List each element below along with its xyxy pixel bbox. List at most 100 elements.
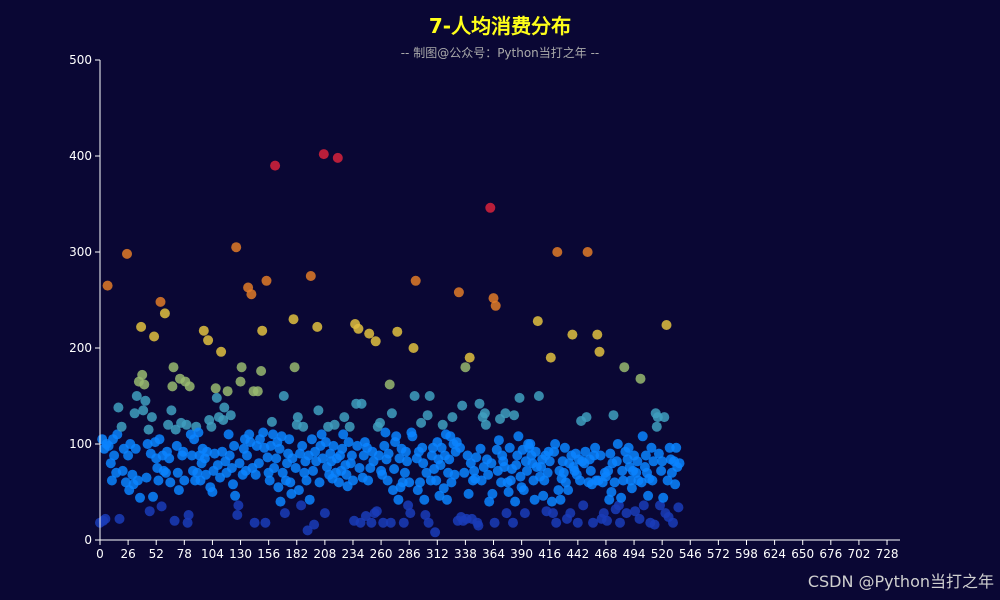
scatter-point <box>139 379 150 390</box>
scatter-point <box>603 465 614 476</box>
scatter-point <box>270 160 281 171</box>
scatter-point <box>304 494 315 505</box>
scatter-point <box>403 500 414 511</box>
scatter-point <box>211 392 222 403</box>
scatter-point <box>212 460 223 471</box>
scatter-point <box>358 450 369 461</box>
scatter-point <box>167 381 178 392</box>
scatter-point <box>295 448 305 459</box>
scatter-point <box>344 421 355 432</box>
scatter-point <box>129 408 140 419</box>
scatter-point <box>447 412 458 423</box>
scatter-point <box>182 517 193 528</box>
scatter-point <box>648 456 659 467</box>
x-tick-label: 312 <box>426 547 449 561</box>
scatter-point <box>572 517 583 528</box>
scatter-point <box>417 442 428 453</box>
scatter-point <box>222 386 233 397</box>
x-tick-label: 78 <box>177 547 192 561</box>
x-tick-label: 468 <box>594 547 617 561</box>
x-tick-label: 130 <box>229 547 252 561</box>
scatter-point <box>590 442 601 453</box>
scatter-point <box>386 408 397 419</box>
scatter-point <box>469 465 480 476</box>
x-tick-label: 390 <box>510 547 533 561</box>
scatter-point <box>364 328 375 339</box>
scatter-point <box>102 280 113 291</box>
scatter-point <box>487 488 498 499</box>
scatter-point <box>602 515 612 526</box>
scatter-point <box>141 472 152 483</box>
scatter-point <box>501 508 512 519</box>
scatter-point <box>575 475 585 486</box>
scatter-point <box>445 431 456 442</box>
scatter-point <box>640 450 651 461</box>
scatter-point <box>156 501 167 512</box>
scatter-point <box>515 471 526 482</box>
scatter-point <box>673 502 684 513</box>
scatter-point <box>513 431 524 442</box>
scatter-point <box>670 479 681 490</box>
chart-title: 7-人均消费分布 <box>428 14 572 38</box>
scatter-point <box>378 517 389 528</box>
x-tick-label: 182 <box>285 547 308 561</box>
scatter-point <box>100 513 111 524</box>
scatter-point <box>542 467 553 478</box>
scatter-point <box>480 419 491 430</box>
points-layer <box>95 149 685 538</box>
scatter-point <box>219 402 230 413</box>
scatter-point <box>551 517 562 528</box>
scatter-point <box>277 467 288 478</box>
scatter-point <box>181 419 192 430</box>
scatter-point <box>388 485 398 496</box>
scatter-point <box>514 392 525 403</box>
scatter-point <box>646 442 657 453</box>
scatter-point <box>117 465 128 476</box>
scatter-point <box>423 517 434 528</box>
scatter-point <box>264 475 275 486</box>
scatter-point <box>337 443 348 454</box>
scatter-point <box>249 517 260 528</box>
scatter-point <box>626 483 637 494</box>
scatter-point <box>656 465 667 476</box>
scatter-point <box>302 525 313 536</box>
scatter-point <box>135 492 145 503</box>
scatter-point <box>424 391 435 401</box>
scatter-point <box>329 419 340 430</box>
scatter-point <box>250 469 261 480</box>
x-tick-label: 26 <box>120 547 135 561</box>
scatter-point <box>244 429 255 440</box>
x-tick-label: 442 <box>566 547 589 561</box>
scatter-point <box>379 440 390 451</box>
scatter-point <box>631 467 642 478</box>
scatter-point <box>462 450 473 461</box>
scatter-point <box>160 467 171 478</box>
scatter-point <box>146 412 157 423</box>
x-tick-label: 572 <box>707 547 730 561</box>
scatter-point <box>393 494 404 505</box>
scatter-point <box>508 517 518 528</box>
scatter-point <box>578 500 589 511</box>
scatter-point <box>391 431 402 442</box>
scatter-point <box>410 275 421 286</box>
scatter-point <box>229 440 240 451</box>
scatter-point <box>493 435 504 446</box>
scatter-point <box>149 331 160 342</box>
scatter-point <box>585 465 596 476</box>
scatter-point <box>407 431 418 442</box>
scatter-point <box>616 492 627 503</box>
scatter-point <box>420 510 431 520</box>
scatter-point <box>328 440 339 451</box>
scatter-point <box>113 402 124 413</box>
scatter-point <box>338 429 349 440</box>
scatter-point <box>661 320 672 330</box>
scatter-point <box>511 460 522 471</box>
y-tick-label: 300 <box>69 245 92 259</box>
scatter-point <box>231 242 242 253</box>
scatter-point <box>463 488 474 499</box>
scatter-point <box>298 421 309 432</box>
scatter-point <box>619 362 630 373</box>
scatter-point <box>287 453 298 464</box>
scatter-point <box>355 517 366 528</box>
scatter-point <box>522 465 532 476</box>
